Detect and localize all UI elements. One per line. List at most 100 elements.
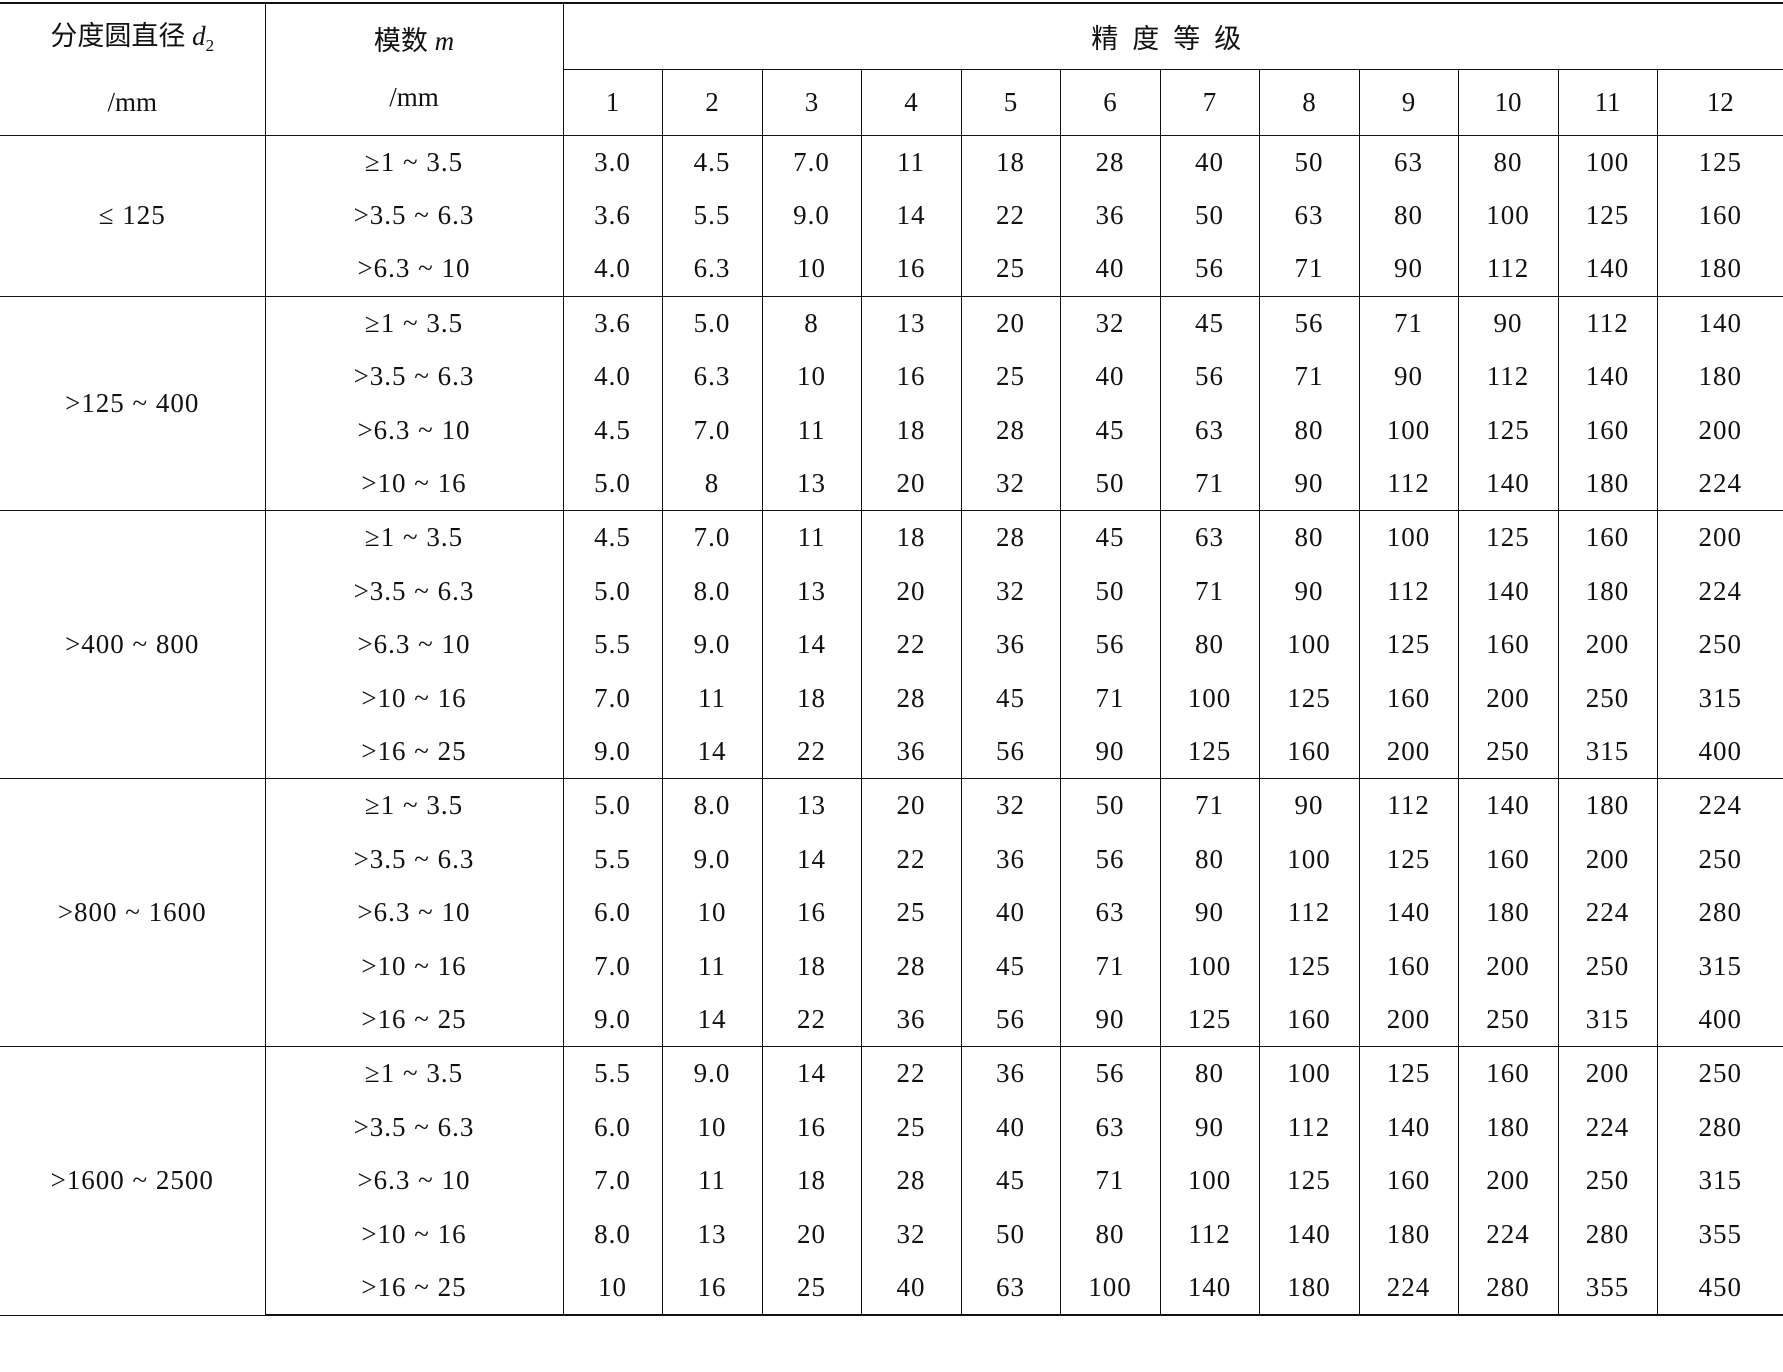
- value-cell: 160: [1458, 832, 1559, 886]
- value-cell: 112: [1558, 296, 1658, 351]
- module-range-cell: ≥1 ~ 3.5: [265, 510, 564, 565]
- module-range-cell: ≥1 ~ 3.5: [265, 135, 564, 189]
- value-cell: 18: [861, 510, 962, 565]
- value-cell: 7.0: [563, 939, 663, 993]
- table-row: >3.5 ~ 6.3 5.5 9.0 14 22 36 56 80 100 125 160 200 25…: [0, 832, 1783, 886]
- grades-title: 精度等级: [563, 2, 1783, 70]
- value-cell: 40: [1160, 135, 1260, 189]
- value-cell: 20: [861, 778, 962, 833]
- table-row: >125 ~ 400 ≥1 ~ 3.5 3.6 5.0 8 13 20 32 45 56 71 90 1…: [0, 296, 1783, 512]
- value-cell: 400: [1657, 724, 1783, 780]
- value-cell: 40: [1060, 350, 1161, 404]
- value-cell: 200: [1458, 1153, 1559, 1208]
- value-cell: 63: [1060, 885, 1161, 940]
- grade-header-cell: 9: [1359, 69, 1459, 136]
- value-cell: 13: [762, 564, 862, 619]
- module-range-cell: ≥1 ~ 3.5: [265, 296, 564, 351]
- value-cell: 25: [861, 885, 962, 940]
- value-cell: 71: [1060, 1153, 1161, 1208]
- module-symbol: m: [434, 26, 455, 57]
- value-cell: 450: [1657, 1260, 1783, 1317]
- value-cell: 18: [762, 1153, 862, 1208]
- value-cell: 25: [861, 1100, 962, 1154]
- value-cell: 200: [1698, 522, 1743, 553]
- value-cell: 22: [762, 992, 862, 1048]
- grade-header-cell: 4: [861, 69, 962, 136]
- value-cell: 25: [961, 242, 1061, 297]
- value-cell: 250: [1458, 992, 1559, 1048]
- value-cell: 100: [1160, 939, 1260, 993]
- value-cell: 8.0: [662, 778, 763, 833]
- value-cell: 224: [1458, 1207, 1559, 1261]
- value-cell: 22: [861, 1046, 962, 1101]
- value-cell: 50: [961, 1207, 1061, 1261]
- value-cell: 13: [762, 778, 862, 833]
- value-cell: 36: [861, 724, 962, 780]
- value-cell: 32: [961, 564, 1061, 619]
- value-cell: 45: [961, 939, 1061, 993]
- value-cell: 140: [1359, 1100, 1459, 1154]
- value-cell: 45: [961, 671, 1061, 725]
- value-cell: 200: [1698, 414, 1743, 445]
- module-label: 模数: [373, 26, 428, 57]
- module-range-cell: >3.5 ~ 6.3: [265, 564, 564, 619]
- value-cell: 400: [1657, 992, 1783, 1048]
- value-cell: 180: [1698, 361, 1743, 392]
- value-cell: 18: [762, 939, 862, 993]
- value-cell: 224: [1558, 885, 1658, 940]
- table-row: >16 ~ 25 9.0 14 22 36 56 90 125 160 200 250 315 400: [0, 992, 1783, 1048]
- value-cell: 71: [1160, 456, 1260, 512]
- value-cell: 63: [1060, 1100, 1161, 1154]
- value-cell: 10: [563, 1260, 663, 1317]
- value-cell: 11: [861, 135, 962, 189]
- value-cell: 10: [662, 1100, 763, 1154]
- value-cell: 100: [1160, 671, 1260, 725]
- value-cell: 90: [1359, 242, 1459, 297]
- table-row: >3.5 ~ 6.3 3.6 5.5 9.0 14 22 36 50 63 80 100 125 160: [0, 188, 1783, 243]
- value-cell: 140: [1458, 778, 1559, 833]
- value-cell: 25: [762, 1260, 862, 1317]
- value-cell: 5.0: [563, 456, 663, 512]
- value-cell: 160: [1558, 510, 1658, 565]
- value-cell: 125: [1558, 188, 1658, 243]
- value-cell: 180: [1657, 242, 1783, 297]
- table-row: >6.3 ~ 10 5.5 9.0 14 22 36 56 80 100 125 160 200 250: [0, 618, 1783, 672]
- grade-header-cell: 12: [1657, 69, 1783, 136]
- value-cell: 71: [1359, 296, 1459, 351]
- value-cell: 140: [1458, 456, 1559, 512]
- value-cell: 80: [1458, 135, 1559, 189]
- value-cell: 14: [762, 832, 862, 886]
- value-cell: 63: [961, 1260, 1061, 1317]
- value-cell: 71: [1060, 671, 1161, 725]
- value-cell: 14: [762, 1046, 862, 1101]
- value-cell: 140: [1359, 885, 1459, 940]
- value-cell: 112: [1359, 456, 1459, 512]
- value-cell: 22: [961, 188, 1061, 243]
- module-range-cell: ≥1 ~ 3.5: [265, 778, 564, 833]
- value-cell: 20: [861, 564, 962, 619]
- value-cell: 63: [1160, 403, 1260, 457]
- value-cell: 16: [762, 885, 862, 940]
- grade-header-cell: 6: [1060, 69, 1161, 136]
- value-cell: 5.0: [563, 778, 663, 833]
- value-cell: 315: [1698, 950, 1743, 981]
- value-cell: 50: [1060, 778, 1161, 833]
- value-cell: 112: [1259, 885, 1360, 940]
- grade-header-cell: 2: [662, 69, 763, 136]
- value-cell: 22: [762, 724, 862, 780]
- value-cell: 180: [1558, 778, 1658, 833]
- value-cell: 180: [1259, 1260, 1360, 1317]
- value-cell: 224: [1698, 575, 1743, 606]
- value-cell: 100: [1060, 1260, 1161, 1317]
- value-cell: 224: [1657, 456, 1783, 512]
- value-cell: 3.6: [563, 296, 663, 351]
- table-row: >3.5 ~ 6.3 6.0 10 16 25 40 63 90 112 140 180 224 280: [0, 1100, 1783, 1154]
- value-cell: 14: [762, 618, 862, 672]
- module-range-cell: >10 ~ 16: [265, 939, 564, 993]
- value-cell: 32: [961, 778, 1061, 833]
- value-cell: 224: [1558, 1100, 1658, 1154]
- table-row: >6.3 ~ 10 6.0 10 16 25 40 63 90 112 140 180 224 280: [0, 885, 1783, 940]
- value-cell: 56: [1259, 296, 1360, 351]
- grade-header-cell: 10: [1458, 69, 1559, 136]
- value-cell: 8: [662, 456, 763, 512]
